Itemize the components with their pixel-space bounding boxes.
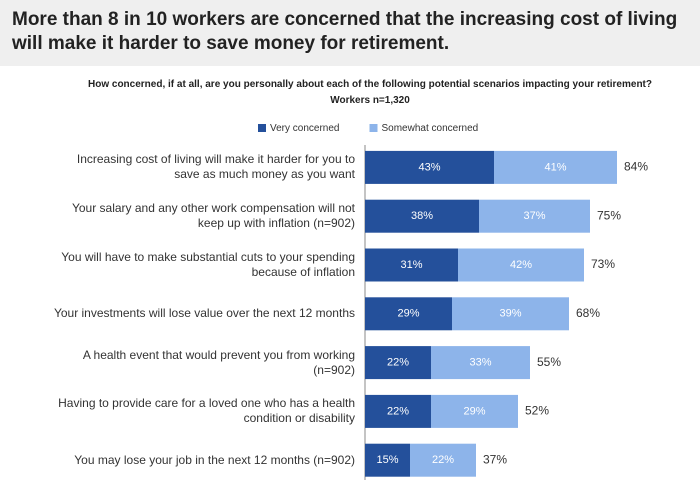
value-label: 37% — [523, 210, 545, 222]
legend-swatch — [369, 124, 378, 132]
category-label: You may lose your job in the next 12 mon… — [74, 452, 355, 467]
bar-segment — [452, 297, 569, 331]
category-label: Your salary and any other work compensat… — [71, 201, 355, 231]
total-label: 73% — [591, 257, 615, 271]
value-label: 41% — [544, 161, 566, 173]
category-label: Increasing cost of living will make it h… — [76, 152, 355, 182]
total-label: 68% — [576, 306, 600, 320]
value-label: 29% — [397, 308, 419, 320]
bar-segment — [458, 248, 584, 282]
value-label: 22% — [387, 357, 409, 369]
bar-segment — [365, 150, 494, 184]
value-label: 22% — [387, 405, 409, 417]
bar-segment — [365, 297, 452, 331]
bar-segment — [365, 248, 458, 282]
category-label: You will have to make substantial cuts t… — [61, 250, 355, 279]
total-label: 52% — [525, 404, 549, 418]
value-label: 39% — [499, 308, 521, 320]
title-band — [0, 0, 700, 66]
category-label: Your investments will lose value over th… — [53, 306, 355, 321]
category-label: Having to provide care for a loved one w… — [58, 396, 355, 426]
category-label: A health event that would prevent you fr… — [82, 347, 355, 377]
subtitle: How concerned, if at all, are you person… — [88, 79, 652, 90]
legend-swatch — [258, 124, 266, 132]
total-label: 55% — [537, 355, 561, 369]
sample-note: Workers n=1,320 — [330, 95, 410, 106]
value-label: 38% — [411, 210, 433, 222]
total-label: 84% — [624, 160, 648, 174]
value-label: 43% — [418, 161, 440, 173]
value-label: 33% — [469, 357, 491, 369]
bar-segment — [431, 394, 518, 428]
bar-segment — [365, 199, 479, 233]
chart-title: More than 8 in 10 workers are concerned … — [12, 9, 678, 54]
bar-segment — [365, 394, 431, 428]
value-label: 29% — [463, 405, 485, 417]
bar-segment — [494, 150, 617, 184]
bar-segment — [365, 346, 431, 380]
bar-segment — [410, 443, 476, 477]
value-label: 22% — [432, 454, 454, 466]
value-label: 31% — [400, 259, 422, 271]
value-label: 42% — [510, 259, 532, 271]
legend-label: Somewhat concerned — [382, 123, 479, 134]
bar-segment — [479, 199, 590, 233]
total-label: 75% — [597, 208, 621, 222]
total-label: 37% — [483, 452, 507, 466]
legend-label: Very concerned — [270, 123, 340, 134]
value-label: 15% — [376, 454, 398, 466]
bar-segment — [431, 346, 530, 380]
bar-segment — [365, 443, 410, 477]
